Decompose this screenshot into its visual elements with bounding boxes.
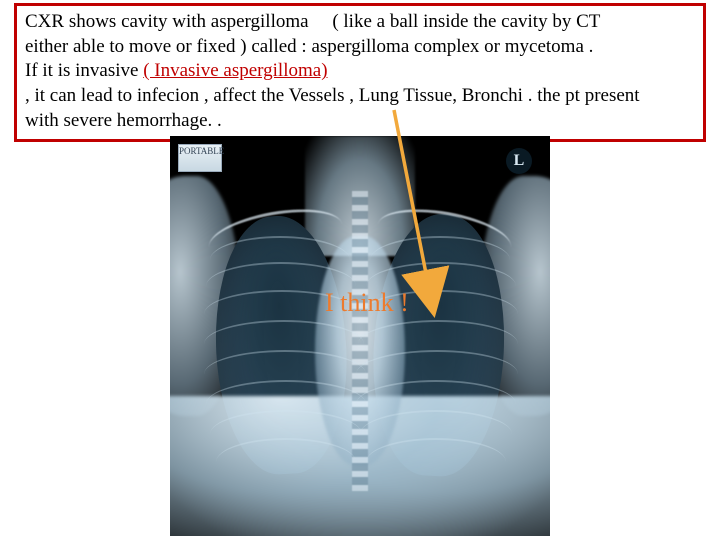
annotation-text: I think !: [325, 288, 409, 318]
text-line-4: , it can lead to infecion , affect the V…: [25, 84, 695, 109]
xray-container: PORTABLE L: [170, 136, 550, 536]
text-span: If it is invasive: [25, 60, 143, 81]
emphasis-text: ( Invasive aspergilloma): [143, 60, 327, 81]
text-line-1: CXR shows cavity with aspergilloma ( lik…: [25, 10, 695, 35]
text-span: CXR shows cavity with aspergilloma: [25, 11, 309, 32]
xray-portable-tag: PORTABLE: [178, 144, 222, 172]
text-line-2: either able to move or fixed ) called : …: [25, 35, 695, 60]
text-line-3: If it is invasive ( Invasive aspergillom…: [25, 59, 695, 84]
text-span: ( like a ball inside the cavity by CT: [332, 11, 600, 32]
xray-side-marker: L: [506, 148, 532, 174]
description-textbox: CXR shows cavity with aspergilloma ( lik…: [14, 3, 706, 142]
text-line-5: with severe hemorrhage. .: [25, 109, 695, 134]
chest-xray-image: PORTABLE L: [170, 136, 550, 536]
